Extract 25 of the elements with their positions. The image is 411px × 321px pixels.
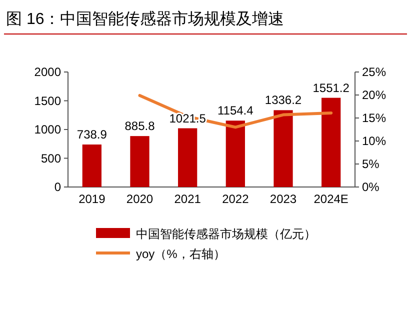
data-label: 1154.4 — [218, 104, 254, 118]
y2-tick-label: 20% — [362, 88, 386, 102]
y2-tick-label: 5% — [362, 157, 380, 171]
x-tick-label: 2023 — [270, 192, 297, 206]
data-label: 1551.2 — [312, 80, 350, 95]
data-label: 885.8 — [124, 119, 156, 134]
y-tick-label: 0 — [54, 180, 62, 194]
x-tick-label: 2024E — [314, 192, 348, 206]
y2-tick-label: 10% — [362, 134, 386, 148]
data-label: 1336.2 — [264, 93, 302, 108]
y-tick-label: 1000 — [34, 122, 62, 136]
x-tick-label: 2021 — [174, 192, 202, 206]
y-tick-label: 500 — [40, 151, 62, 166]
x-tick-label: 2020 — [126, 192, 154, 206]
data-label: 738.9 — [76, 128, 108, 142]
y2-tick-label: 25% — [362, 65, 386, 79]
y2-tick-label: 15% — [362, 111, 386, 125]
x-tick-label: 2019 — [78, 192, 106, 206]
x-tick-label: 2022 — [222, 192, 250, 206]
y-tick-label: 1500 — [34, 94, 62, 108]
title: 图 16：中国智能传感器市场规模及增速 — [6, 11, 284, 28]
y2-tick-label: 0% — [362, 180, 380, 194]
y-tick-label: 2000 — [34, 65, 62, 79]
legend-label: 中国智能传感器市场规模（亿元） — [136, 227, 316, 241]
legend-label: yoy（%，右轴） — [136, 247, 226, 261]
